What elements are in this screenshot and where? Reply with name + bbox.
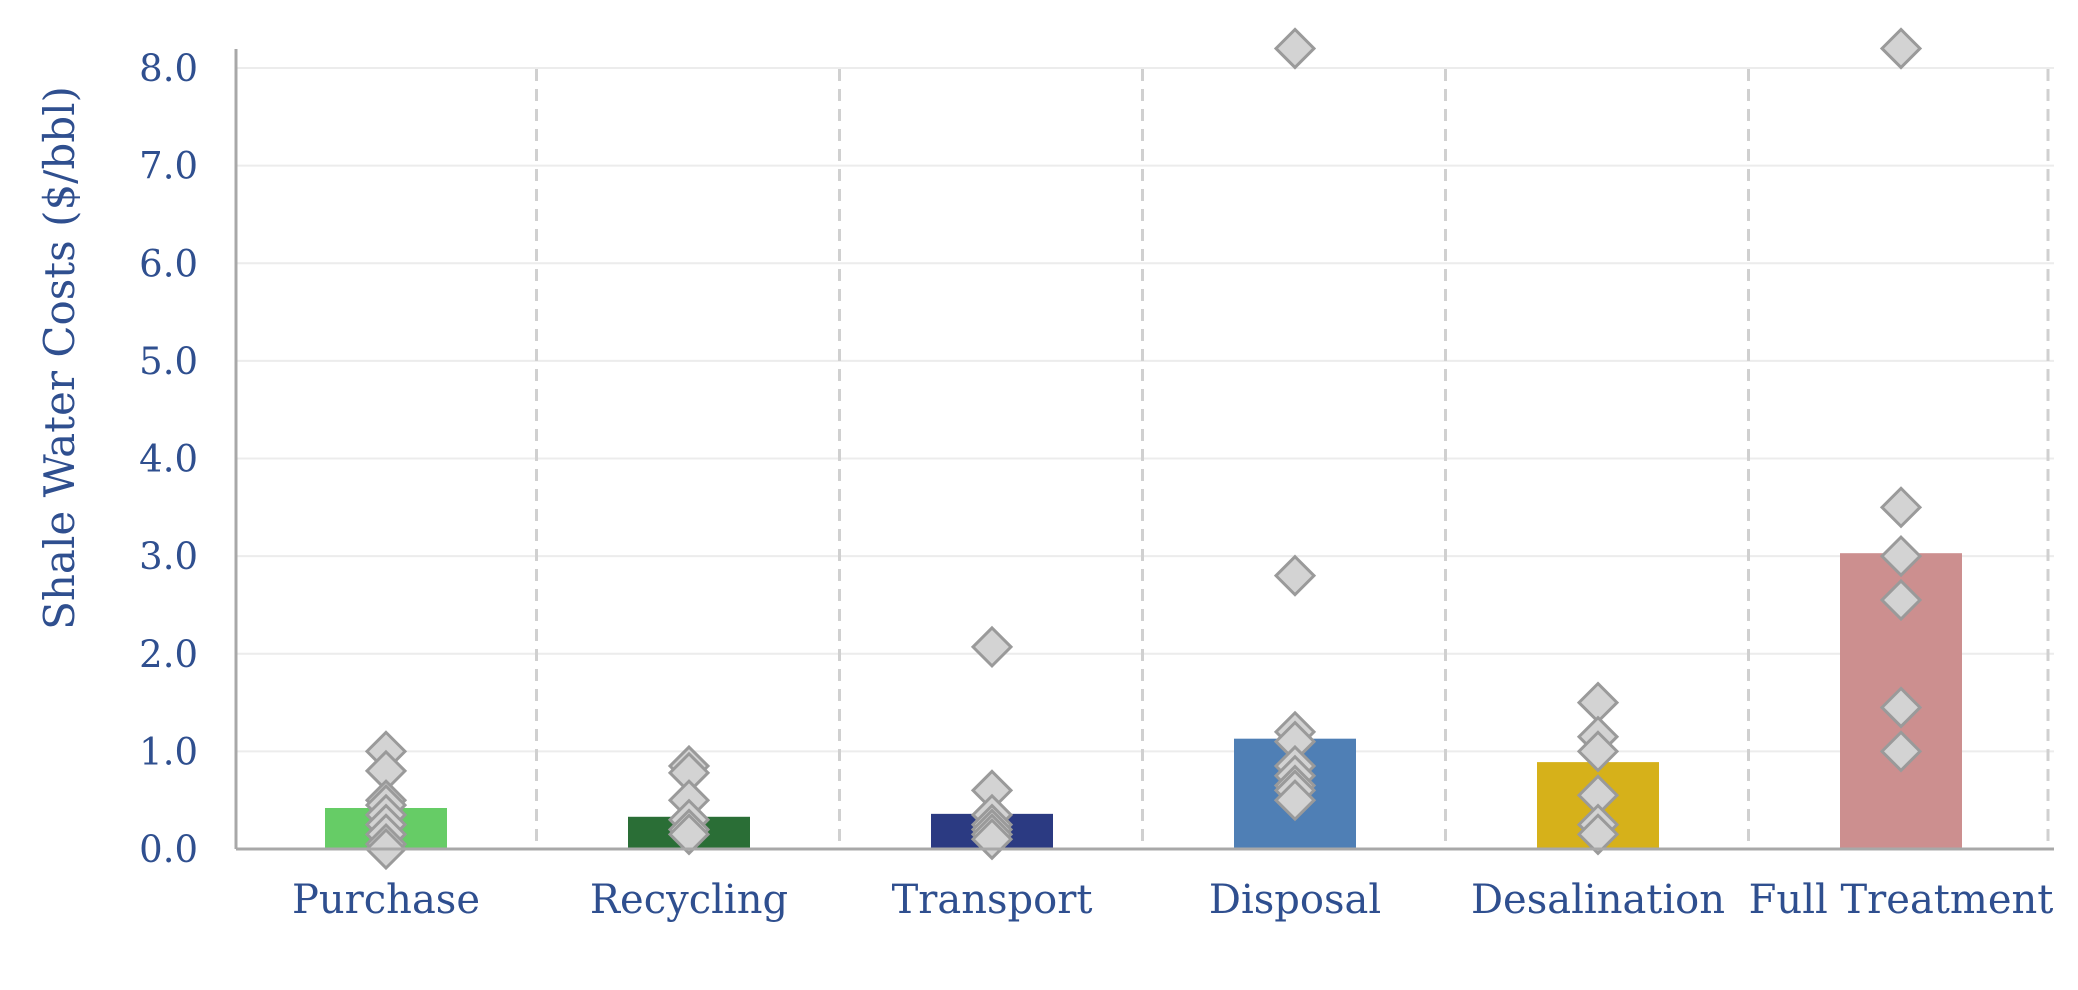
y-tick-label: 4.0 [139, 438, 198, 481]
axes [234, 49, 2054, 851]
data-point [1576, 730, 1620, 773]
data-point [970, 625, 1014, 669]
y-tick-label: 7.0 [139, 145, 198, 188]
data-point [1879, 535, 1923, 578]
x-category-label: Full Treatment [1749, 877, 2054, 923]
x-category-label: Transport [892, 877, 1093, 923]
data-point [1273, 554, 1317, 597]
y-tick-label: 5.0 [139, 340, 198, 383]
labels: Shale Water Costs ($/bbl) 0.0 1.0 2.0 3.0 4.… [35, 47, 2053, 923]
data-point [1879, 730, 1923, 773]
grid-lines [236, 67, 2054, 753]
data-points [364, 27, 1923, 871]
data-point [1879, 578, 1923, 622]
x-category-label: Recycling [590, 877, 788, 923]
y-axis-title: Shale Water Costs ($/bbl) [35, 86, 84, 630]
category-separators [535, 69, 2050, 849]
y-tick-label: 6.0 [139, 242, 198, 285]
x-category-label: Purchase [292, 877, 480, 923]
data-point [667, 813, 711, 856]
data-point [1879, 686, 1923, 729]
y-tick-label: 8.0 [139, 47, 198, 90]
data-point [1879, 486, 1923, 529]
data-point [1273, 779, 1317, 822]
y-tick-label: 3.0 [139, 535, 198, 578]
y-tick-label: 2.0 [139, 633, 198, 676]
y-tick-label: 0.0 [139, 828, 198, 871]
x-category-label: Desalination [1471, 877, 1725, 923]
x-category-label: Disposal [1209, 877, 1381, 923]
y-tick-label: 1.0 [139, 730, 198, 773]
data-point [1879, 27, 1923, 70]
data-point [1576, 813, 1620, 856]
data-point [1273, 27, 1317, 70]
